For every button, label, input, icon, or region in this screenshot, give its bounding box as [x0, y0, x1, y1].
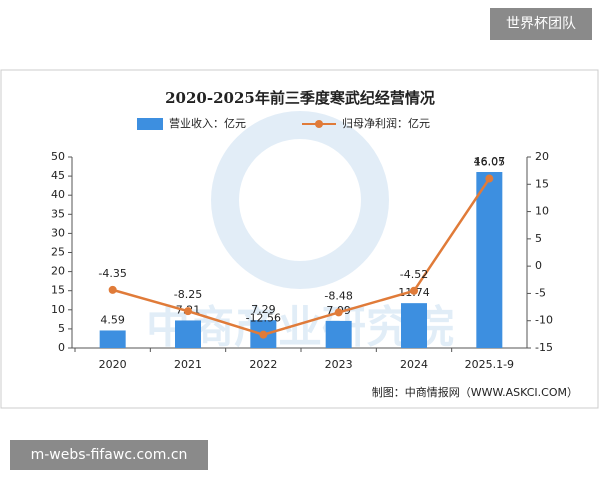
y-tick-label: 25 — [51, 246, 65, 259]
y-tick-label: 50 — [51, 150, 65, 163]
y-tick-label: 30 — [51, 226, 65, 239]
line — [112, 177, 491, 336]
y2-tick-label: -10 — [535, 314, 553, 327]
bar-value-label: 46.07 — [474, 155, 506, 168]
line-point — [184, 307, 192, 316]
bar — [476, 172, 503, 348]
y-tick-label: 40 — [51, 188, 65, 201]
source: 制图：中商情报网（WWW.ASKCI.COM） — [372, 385, 578, 399]
line-point — [108, 285, 117, 294]
y-tick-label: 5 — [58, 322, 65, 335]
bar — [175, 320, 201, 348]
overlay-box — [10, 440, 208, 470]
bar-value-label: 7.29 — [251, 303, 276, 316]
x-tick-label: 2023 — [325, 358, 353, 371]
x-tick-label: 2021 — [174, 358, 202, 371]
y-tick-label: 35 — [51, 207, 65, 220]
legend-label: 营业收入：亿元 — [169, 116, 246, 130]
x-tick-label: 2020 — [99, 358, 127, 371]
y2-tick-label: 20 — [535, 150, 549, 163]
x-tick-label: 2025.1-9 — [465, 358, 514, 371]
line-value-label: -8.25 — [174, 288, 202, 301]
chart-title: 2020-2025年前三季度寒武纪经营情况 — [165, 89, 435, 107]
y-tick-label: 45 — [51, 169, 65, 182]
line-value-label: -4.52 — [400, 268, 428, 281]
bar — [401, 303, 427, 348]
bar — [99, 330, 126, 348]
y2-tick-label: -15 — [535, 341, 553, 354]
y2-tick-label: 15 — [535, 177, 549, 190]
line-value-label: -8.48 — [324, 289, 352, 302]
legend-swatch — [137, 118, 163, 130]
y2-tick-label: 10 — [535, 205, 549, 218]
legend-swatch — [315, 120, 323, 128]
x-tick-label: 2024 — [400, 358, 428, 371]
logo-watermark — [211, 111, 389, 289]
line-point — [259, 330, 268, 339]
overlay-text: 世界杯团队 — [506, 16, 576, 32]
x-tick-label: 2022 — [249, 358, 277, 371]
bar — [325, 320, 352, 348]
line-value-label: -4.35 — [98, 267, 126, 280]
y2-tick-label: 5 — [535, 232, 542, 245]
overlay-text: m-webs-fifawc.com.cn — [31, 447, 188, 463]
legend-label: 归母净利润：亿元 — [342, 116, 430, 130]
y-tick-label: 0 — [58, 341, 65, 354]
y-tick-label: 20 — [51, 265, 65, 278]
line-point — [334, 308, 343, 317]
y-tick-label: 10 — [51, 303, 65, 316]
line-value-label: -12.56 — [246, 312, 281, 325]
y2-tick-label: -5 — [535, 286, 546, 299]
line-point — [410, 286, 418, 295]
bar-value-label: 4.59 — [100, 313, 125, 326]
y-tick-label: 15 — [51, 284, 65, 297]
y2-tick-label: 0 — [535, 259, 542, 272]
line-point — [485, 174, 494, 183]
line-value-label: 16.05 — [474, 156, 506, 169]
overlay-box — [490, 8, 592, 40]
